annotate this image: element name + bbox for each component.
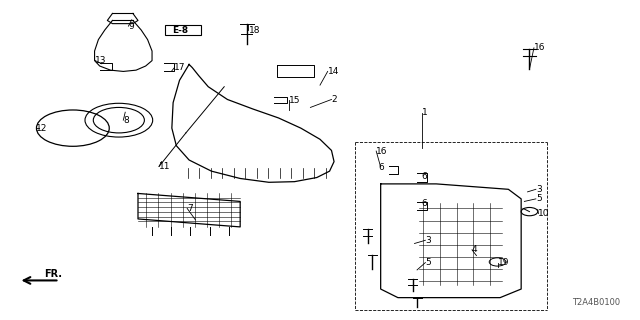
Text: 17: 17 [174, 63, 186, 72]
Text: 2: 2 [332, 95, 337, 104]
Text: 18: 18 [248, 26, 260, 35]
Text: 14: 14 [328, 67, 339, 76]
Text: 3: 3 [426, 236, 431, 245]
Text: 19: 19 [497, 258, 509, 267]
Text: 6: 6 [421, 199, 427, 208]
Text: 5: 5 [426, 258, 431, 267]
Text: 6: 6 [379, 163, 385, 172]
Text: 16: 16 [534, 43, 545, 52]
Text: 1: 1 [422, 108, 428, 117]
Text: 5: 5 [536, 194, 541, 204]
Text: 6: 6 [421, 172, 427, 181]
Text: 12: 12 [36, 124, 47, 132]
Text: 7: 7 [187, 204, 193, 213]
Text: 11: 11 [159, 162, 171, 171]
Text: 13: 13 [95, 56, 107, 65]
Text: 15: 15 [289, 96, 301, 105]
Text: T2A4B0100: T2A4B0100 [572, 298, 620, 307]
Text: 8: 8 [124, 116, 129, 125]
Text: 3: 3 [536, 185, 541, 194]
Text: 4: 4 [472, 245, 477, 254]
Text: 9: 9 [129, 22, 134, 31]
Text: 10: 10 [538, 209, 550, 218]
Text: FR.: FR. [44, 268, 62, 278]
Text: E-8: E-8 [172, 26, 188, 35]
Text: 16: 16 [376, 147, 388, 156]
